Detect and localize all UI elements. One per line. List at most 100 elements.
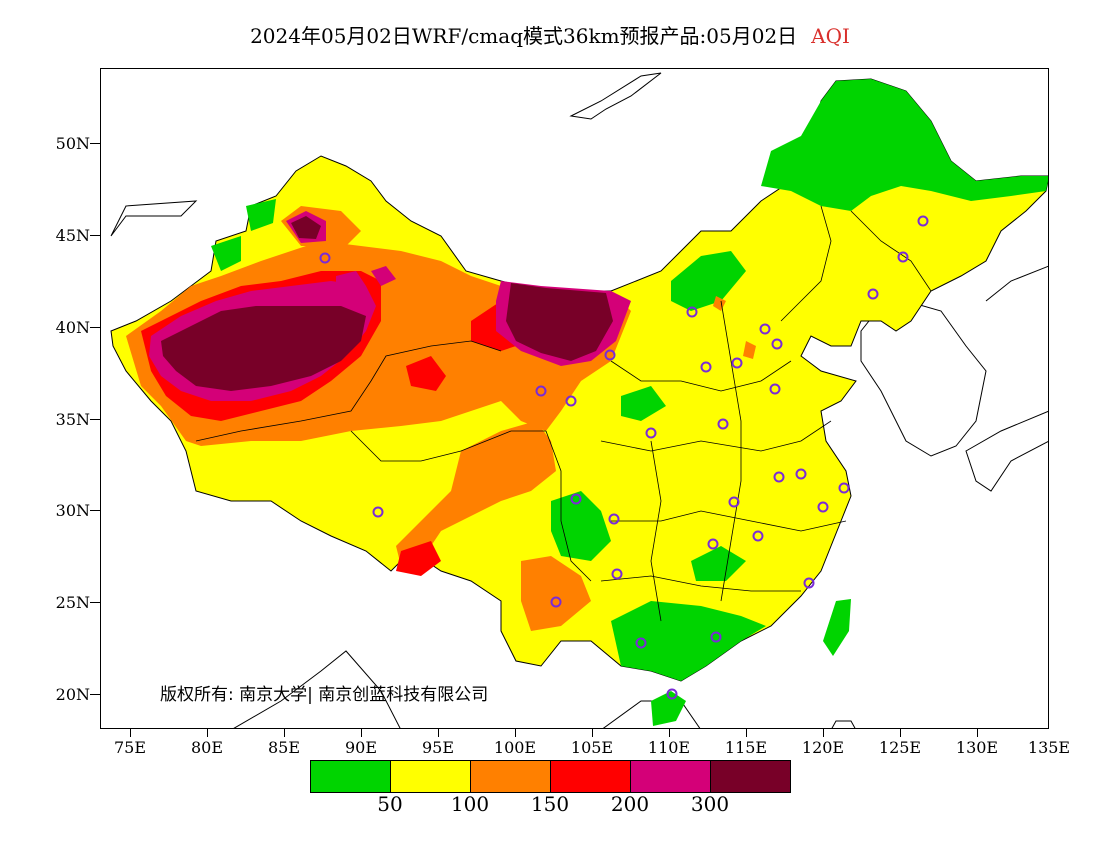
sichuan-green xyxy=(551,491,611,561)
aqi-green-zones xyxy=(211,79,1048,726)
legend-label-150: 150 xyxy=(530,792,570,816)
city-marker xyxy=(570,493,582,505)
lon-tick-95e: 95E xyxy=(421,738,455,757)
northwest-green-2 xyxy=(211,236,241,271)
city-marker xyxy=(666,688,678,700)
legend-label-50: 50 xyxy=(377,792,403,816)
tibet-east-orange xyxy=(396,421,556,566)
legend-swatch-orange xyxy=(471,761,551,792)
beijing-orange xyxy=(743,341,756,359)
city-marker xyxy=(731,357,743,369)
lon-tick-125e: 125E xyxy=(878,738,922,757)
lon-tick-100e: 100E xyxy=(493,738,537,757)
badain-jaran-maroon xyxy=(506,283,613,361)
legend-swatch-green xyxy=(311,761,391,792)
lon-tick-mark xyxy=(361,729,362,737)
lat-tick-mark xyxy=(90,419,100,420)
lon-tick-90e: 90E xyxy=(344,738,378,757)
lat-tick-40n: 40N xyxy=(55,318,90,337)
lon-tick-80e: 80E xyxy=(190,738,224,757)
lon-tick-mark xyxy=(130,729,131,737)
lon-tick-105e: 105E xyxy=(570,738,614,757)
lon-tick-75e: 75E xyxy=(113,738,147,757)
legend-swatch-maroon xyxy=(711,761,790,792)
city-marker xyxy=(565,395,577,407)
lon-tick-135e: 135E xyxy=(1027,738,1071,757)
lat-tick-mark xyxy=(90,143,100,144)
lon-tick-85e: 85E xyxy=(267,738,301,757)
junggar-maroon xyxy=(291,216,321,239)
legend-swatch-red xyxy=(551,761,631,792)
city-marker xyxy=(838,482,850,494)
boundary-vertical-2 xyxy=(720,300,742,602)
hainan-green xyxy=(651,691,686,726)
city-marker xyxy=(817,501,829,513)
city-marker xyxy=(700,361,712,373)
city-marker xyxy=(645,427,657,439)
lon-tick-120e: 120E xyxy=(801,738,845,757)
legend-label-200: 200 xyxy=(610,792,650,816)
city-marker xyxy=(372,506,384,518)
xinjiang-purple-spot xyxy=(336,271,366,296)
city-marker xyxy=(550,596,562,608)
lon-tick-mark xyxy=(515,729,516,737)
lat-tick-30n: 30N xyxy=(55,501,90,520)
boundary-vertical-1 xyxy=(650,440,662,622)
city-marker xyxy=(771,338,783,350)
south-green xyxy=(611,601,766,681)
city-marker xyxy=(728,496,740,508)
legend-swatch-purple xyxy=(631,761,711,792)
taiwan-green xyxy=(823,599,851,656)
central-green-1 xyxy=(621,386,666,421)
lat-tick-35n: 35N xyxy=(55,410,90,429)
coast-indochina xyxy=(602,700,701,728)
aqi-map xyxy=(100,68,1049,729)
lon-tick-mark xyxy=(592,729,593,737)
boundary-xinjiang-tibet xyxy=(195,340,502,442)
lon-tick-110e: 110E xyxy=(647,738,691,757)
province-boundaries xyxy=(195,205,932,622)
lon-tick-115e: 115E xyxy=(724,738,768,757)
city-marker xyxy=(867,288,879,300)
city-marker xyxy=(897,251,909,263)
lon-tick-mark xyxy=(746,729,747,737)
lat-tick-45n: 45N xyxy=(55,226,90,245)
lon-tick-mark xyxy=(207,729,208,737)
city-markers xyxy=(319,215,929,700)
aqi-map-canvas xyxy=(110,72,1048,728)
city-marker xyxy=(717,418,729,430)
city-marker xyxy=(773,471,785,483)
coastline-north xyxy=(569,72,662,120)
yunnan-orange xyxy=(521,556,591,631)
aqi-maroon-zones xyxy=(161,216,613,391)
lat-tick-25n: 25N xyxy=(55,593,90,612)
boundary-inner-mongolia xyxy=(780,205,832,322)
boundary-south xyxy=(600,575,801,592)
city-marker xyxy=(917,215,929,227)
korea-coast xyxy=(860,300,987,457)
city-marker xyxy=(710,631,722,643)
copyright-notice: 版权所有: 南京大学| 南京创蓝科技有限公司 xyxy=(160,685,489,705)
city-marker xyxy=(535,385,547,397)
city-marker xyxy=(759,323,771,335)
north-green xyxy=(671,251,746,311)
xinjiang-purple-spot-2 xyxy=(371,266,396,286)
lon-tick-mark xyxy=(977,729,978,737)
legend-label-100: 100 xyxy=(450,792,490,816)
boundary-central-north xyxy=(610,360,792,392)
city-marker xyxy=(686,306,698,318)
legend-swatch-yellow xyxy=(391,761,471,792)
tibet-red-spot xyxy=(396,541,441,576)
lat-tick-50n: 50N xyxy=(55,134,90,153)
city-marker xyxy=(608,513,620,525)
lon-tick-mark xyxy=(438,729,439,737)
city-marker xyxy=(803,577,815,589)
boundary-tibet-qinghai xyxy=(350,430,546,462)
lon-tick-mark xyxy=(669,729,670,737)
coast-south-asia xyxy=(233,650,401,728)
lat-tick-mark xyxy=(90,327,100,328)
north-orange-spot xyxy=(713,296,726,311)
northeast-green xyxy=(761,79,1048,211)
lon-tick-mark xyxy=(284,729,285,737)
taklimakan-maroon xyxy=(161,306,366,391)
